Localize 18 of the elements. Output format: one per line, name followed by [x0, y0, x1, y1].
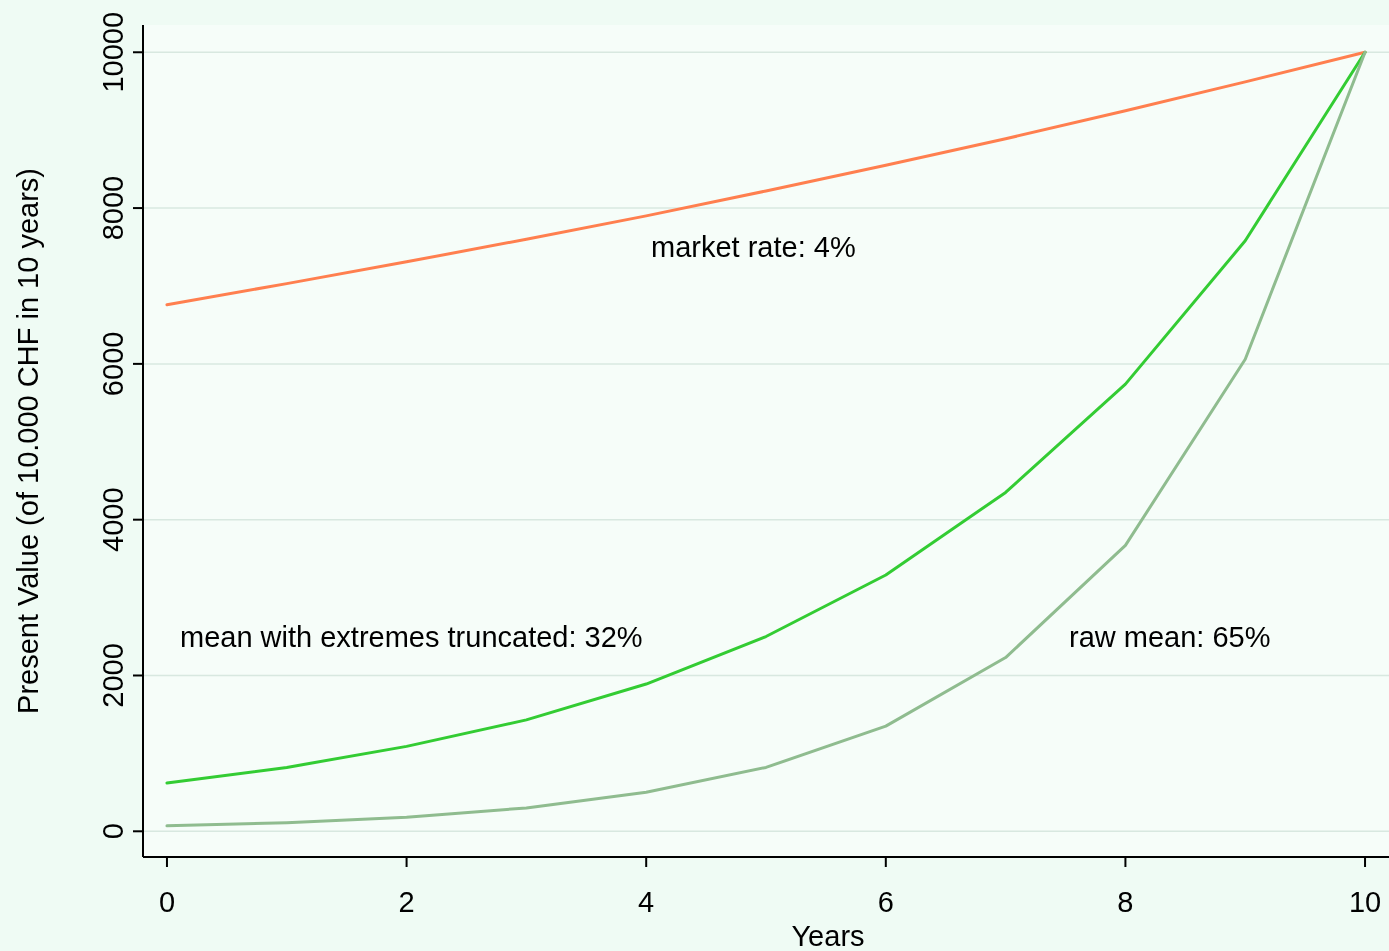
x-tick-label: 10	[1348, 886, 1382, 918]
line-series	[165, 50, 1367, 307]
x-tick-label: 6	[877, 886, 894, 918]
y-axis-title: Present Value (of 10.000 CHF in 10 years)	[12, 168, 44, 714]
y-tick-label: 2000	[97, 643, 129, 708]
series-label: raw mean: 65%	[1069, 621, 1271, 654]
x-tick-label: 0	[158, 886, 176, 918]
y-tick-label: 8000	[97, 175, 129, 241]
series-label: mean with extremes truncated: 32%	[180, 621, 643, 654]
x-tick-label: 2	[398, 886, 415, 918]
y-tick-label: 0	[97, 823, 129, 840]
x-axis-title: Years	[791, 920, 865, 951]
y-tick-label: 4000	[97, 487, 129, 552]
x-tick-label: 4	[638, 886, 655, 918]
series-label: market rate: 4%	[651, 231, 856, 264]
y-tick-label: 10000	[97, 11, 129, 93]
y-tick-label: 6000	[97, 331, 129, 397]
x-tick-label: 8	[1117, 886, 1134, 918]
